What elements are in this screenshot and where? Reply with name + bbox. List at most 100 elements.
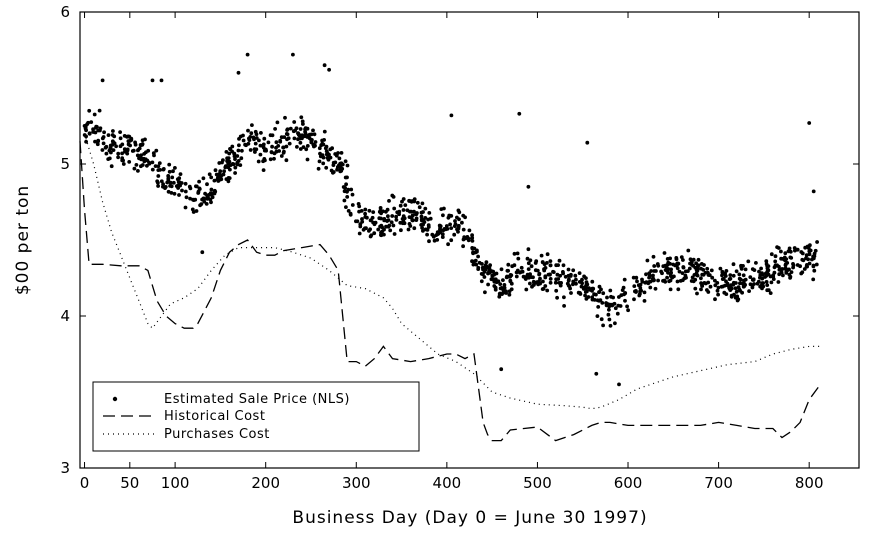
sale-price-point [298, 147, 303, 151]
sale-price-point [512, 251, 517, 256]
sale-price-point [324, 165, 329, 170]
sale-price-point [212, 178, 217, 183]
sale-price-point [607, 304, 612, 309]
sale-price-point [401, 197, 406, 201]
sale-price-point [497, 294, 502, 299]
sale-price-point [669, 274, 673, 278]
sale-price-point [709, 268, 714, 273]
sale-price-point [368, 218, 373, 223]
sale-price-point [231, 162, 236, 167]
sale-price-point [765, 283, 770, 287]
sale-price-point [382, 232, 386, 237]
sale-price-point [524, 287, 529, 292]
sale-price-point [566, 273, 571, 278]
sale-price-point [462, 236, 467, 241]
sale-price-point [363, 211, 367, 216]
sale-price-point [96, 139, 100, 144]
sale-price-point [784, 270, 789, 274]
sale-price-point [643, 280, 648, 285]
sale-price-point [668, 278, 673, 283]
sale-price-point [390, 214, 395, 218]
sale-price-point [514, 274, 519, 279]
sale-price-point [702, 263, 706, 267]
sale-price-point [394, 218, 399, 222]
sale-price-point [116, 155, 120, 160]
sale-price-point [298, 127, 303, 131]
sale-price-point [285, 137, 289, 142]
sale-price-point [754, 261, 758, 265]
sale-price-point [207, 172, 212, 177]
sale-price-point [235, 154, 240, 158]
sale-price-point [360, 217, 364, 221]
sale-price-point [205, 182, 209, 187]
sale-price-point [260, 144, 265, 148]
sale-price-point [773, 259, 778, 264]
sale-price-point [645, 258, 650, 263]
sale-price-point [106, 133, 111, 138]
sale-price-point [372, 231, 377, 236]
sale-price-point [691, 279, 696, 284]
sale-price-point [783, 266, 788, 271]
sale-price-point [592, 292, 596, 297]
sale-price-point [635, 279, 639, 284]
sale-price-point [170, 175, 175, 180]
sale-price-point [804, 253, 809, 258]
sale-price-point [613, 321, 617, 326]
sale-price-point [696, 257, 701, 262]
sale-price-point [176, 180, 181, 184]
sale-price-point [558, 283, 563, 288]
sale-price-point [520, 269, 525, 274]
sale-price-point [97, 108, 102, 113]
sale-price-point [125, 151, 130, 156]
sale-price-point [681, 258, 685, 262]
sale-price-point [499, 367, 504, 372]
sale-price-point [694, 261, 698, 266]
sale-price-point [543, 274, 548, 279]
sale-price-point [566, 278, 571, 283]
sale-price-point [789, 270, 794, 274]
sale-price-point [108, 146, 113, 151]
x-tick-label: 500 [523, 474, 552, 492]
sale-price-point [791, 265, 795, 270]
sale-price-point [288, 126, 293, 131]
sale-price-point [311, 128, 315, 133]
sale-price-point [476, 267, 481, 271]
sale-price-point [93, 139, 97, 144]
sale-price-point [345, 195, 350, 199]
sale-price-point [555, 295, 559, 300]
sale-price-point [135, 153, 140, 158]
sale-price-point [585, 140, 590, 145]
sale-price-point [379, 233, 383, 237]
sale-price-point [256, 159, 261, 164]
sale-price-point [648, 285, 653, 290]
sale-price-point [303, 127, 307, 132]
sale-price-point [804, 264, 809, 269]
sale-price-point [400, 217, 405, 221]
sale-price-point [608, 323, 613, 328]
sale-price-point [446, 215, 451, 220]
sale-price-point [638, 282, 643, 287]
sale-price-point [216, 177, 221, 182]
sale-price-point [328, 155, 333, 160]
sale-price-point [604, 301, 608, 305]
sale-price-point [463, 215, 467, 220]
sale-price-point [789, 256, 794, 260]
sale-price-point [787, 246, 792, 251]
sale-price-point [761, 281, 765, 285]
sale-price-point [741, 273, 746, 278]
sale-price-point [534, 259, 539, 264]
sale-price-point [671, 262, 676, 267]
sale-price-point [484, 264, 489, 269]
sale-price-point [427, 211, 432, 215]
sale-price-point [120, 151, 124, 156]
sale-price-point [585, 289, 589, 294]
sale-price-point [455, 215, 459, 220]
sale-price-point [479, 279, 484, 284]
sale-price-point [452, 224, 457, 229]
sale-price-point [508, 278, 513, 283]
sale-price-point [335, 167, 339, 172]
sale-price-point [669, 267, 673, 272]
sale-price-point [554, 277, 558, 282]
sale-price-point [389, 220, 394, 225]
sale-price-point [201, 196, 206, 201]
